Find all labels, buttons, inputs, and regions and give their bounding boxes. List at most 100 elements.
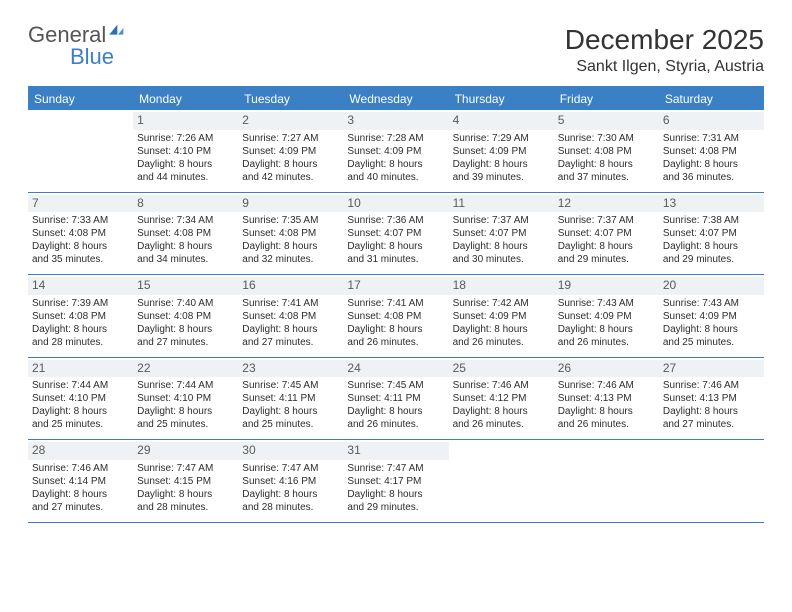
weeks-container: 1Sunrise: 7:26 AMSunset: 4:10 PMDaylight… bbox=[28, 110, 764, 523]
day-cell: 10Sunrise: 7:36 AMSunset: 4:07 PMDayligh… bbox=[343, 193, 448, 275]
day2-text: and 27 minutes. bbox=[663, 418, 760, 431]
sunrise-text: Sunrise: 7:29 AM bbox=[453, 132, 550, 145]
sunset-text: Sunset: 4:08 PM bbox=[242, 227, 339, 240]
day-number: 14 bbox=[28, 277, 133, 295]
sunset-text: Sunset: 4:08 PM bbox=[32, 227, 129, 240]
sunrise-text: Sunrise: 7:47 AM bbox=[242, 462, 339, 475]
sunset-text: Sunset: 4:09 PM bbox=[453, 310, 550, 323]
day2-text: and 26 minutes. bbox=[347, 418, 444, 431]
sunrise-text: Sunrise: 7:41 AM bbox=[347, 297, 444, 310]
day1-text: Daylight: 8 hours bbox=[242, 405, 339, 418]
day-cell: 6Sunrise: 7:31 AMSunset: 4:08 PMDaylight… bbox=[659, 110, 764, 192]
sunset-text: Sunset: 4:08 PM bbox=[558, 145, 655, 158]
sunset-text: Sunset: 4:15 PM bbox=[137, 475, 234, 488]
day2-text: and 26 minutes. bbox=[347, 336, 444, 349]
day2-text: and 30 minutes. bbox=[453, 253, 550, 266]
day2-text: and 29 minutes. bbox=[347, 501, 444, 514]
day1-text: Daylight: 8 hours bbox=[137, 405, 234, 418]
sunrise-text: Sunrise: 7:26 AM bbox=[137, 132, 234, 145]
sunset-text: Sunset: 4:11 PM bbox=[242, 392, 339, 405]
weekday-label: Thursday bbox=[449, 88, 554, 110]
day1-text: Daylight: 8 hours bbox=[558, 240, 655, 253]
day-number: 22 bbox=[133, 360, 238, 378]
week-row: 7Sunrise: 7:33 AMSunset: 4:08 PMDaylight… bbox=[28, 193, 764, 276]
day2-text: and 26 minutes. bbox=[453, 418, 550, 431]
day-number: 4 bbox=[449, 112, 554, 130]
day-cell: 16 Sunrise: 7:41 AMSunset: 4:08 PMDayligh… bbox=[238, 275, 343, 357]
sunrise-text: Sunrise: 7:37 AM bbox=[453, 214, 550, 227]
day1-text: Daylight: 8 hours bbox=[32, 240, 129, 253]
day-cell: 18Sunrise: 7:42 AMSunset: 4:09 PMDayligh… bbox=[449, 275, 554, 357]
day1-text: Daylight: 8 hours bbox=[242, 240, 339, 253]
sunset-text: Sunset: 4:08 PM bbox=[242, 310, 339, 323]
sunrise-text: Sunrise: 7:44 AM bbox=[137, 379, 234, 392]
day2-text: and 28 minutes. bbox=[32, 336, 129, 349]
day-cell: 19Sunrise: 7:43 AMSunset: 4:09 PMDayligh… bbox=[554, 275, 659, 357]
day-cell bbox=[28, 110, 133, 192]
day-cell: 8Sunrise: 7:34 AMSunset: 4:08 PMDaylight… bbox=[133, 193, 238, 275]
day-cell bbox=[449, 440, 554, 522]
sunrise-text: Sunrise: 7:39 AM bbox=[32, 297, 129, 310]
day-number: 21 bbox=[28, 360, 133, 378]
day1-text: Daylight: 8 hours bbox=[347, 405, 444, 418]
weekday-label: Tuesday bbox=[238, 88, 343, 110]
day-number: 8 bbox=[133, 195, 238, 213]
sunset-text: Sunset: 4:09 PM bbox=[347, 145, 444, 158]
day2-text: and 28 minutes. bbox=[242, 501, 339, 514]
day-number: 12 bbox=[554, 195, 659, 213]
day2-text: and 32 minutes. bbox=[242, 253, 339, 266]
day1-text: Daylight: 8 hours bbox=[32, 405, 129, 418]
day-cell: 5Sunrise: 7:30 AMSunset: 4:08 PMDaylight… bbox=[554, 110, 659, 192]
sunset-text: Sunset: 4:07 PM bbox=[347, 227, 444, 240]
day-cell: 11Sunrise: 7:37 AMSunset: 4:07 PMDayligh… bbox=[449, 193, 554, 275]
day1-text: Daylight: 8 hours bbox=[137, 323, 234, 336]
sunrise-text: Sunrise: 7:33 AM bbox=[32, 214, 129, 227]
day-cell: 9Sunrise: 7:35 AMSunset: 4:08 PMDaylight… bbox=[238, 193, 343, 275]
day-number: 23 bbox=[238, 360, 343, 378]
day-number: 16 bbox=[238, 277, 343, 295]
sunset-text: Sunset: 4:07 PM bbox=[453, 227, 550, 240]
day1-text: Daylight: 8 hours bbox=[347, 158, 444, 171]
day-cell: 3Sunrise: 7:28 AMSunset: 4:09 PMDaylight… bbox=[343, 110, 448, 192]
day-cell: 26Sunrise: 7:46 AMSunset: 4:13 PMDayligh… bbox=[554, 358, 659, 440]
sunrise-text: Sunrise: 7:43 AM bbox=[558, 297, 655, 310]
day1-text: Daylight: 8 hours bbox=[32, 488, 129, 501]
sunrise-text: Sunrise: 7:28 AM bbox=[347, 132, 444, 145]
day-number: 9 bbox=[238, 195, 343, 213]
day1-text: Daylight: 8 hours bbox=[242, 158, 339, 171]
day-cell bbox=[659, 440, 764, 522]
day1-text: Daylight: 8 hours bbox=[242, 323, 339, 336]
sunrise-text: Sunrise: 7:36 AM bbox=[347, 214, 444, 227]
sunset-text: Sunset: 4:09 PM bbox=[242, 145, 339, 158]
week-row: 1Sunrise: 7:26 AMSunset: 4:10 PMDaylight… bbox=[28, 110, 764, 193]
day2-text: and 27 minutes. bbox=[32, 501, 129, 514]
sunset-text: Sunset: 4:09 PM bbox=[663, 310, 760, 323]
day-number: 28 bbox=[28, 442, 133, 460]
month-title: December 2025 bbox=[565, 24, 764, 56]
week-row: 21Sunrise: 7:44 AMSunset: 4:10 PMDayligh… bbox=[28, 358, 764, 441]
day-number: 11 bbox=[449, 195, 554, 213]
weekday-label: Wednesday bbox=[343, 88, 448, 110]
day2-text: and 39 minutes. bbox=[453, 171, 550, 184]
day-cell: 28Sunrise: 7:46 AMSunset: 4:14 PMDayligh… bbox=[28, 440, 133, 522]
sunrise-text: Sunrise: 7:46 AM bbox=[453, 379, 550, 392]
day2-text: and 28 minutes. bbox=[137, 501, 234, 514]
day1-text: Daylight: 8 hours bbox=[558, 158, 655, 171]
day-number: 24 bbox=[343, 360, 448, 378]
sunrise-text: Sunrise: 7:27 AM bbox=[242, 132, 339, 145]
logo: GeneralBlue bbox=[28, 24, 126, 68]
sunrise-text: Sunrise: 7:42 AM bbox=[453, 297, 550, 310]
day-cell bbox=[554, 440, 659, 522]
day-number: 30 bbox=[238, 442, 343, 460]
day-cell: 12Sunrise: 7:37 AMSunset: 4:07 PMDayligh… bbox=[554, 193, 659, 275]
sunset-text: Sunset: 4:10 PM bbox=[32, 392, 129, 405]
day1-text: Daylight: 8 hours bbox=[663, 405, 760, 418]
week-row: 28Sunrise: 7:46 AMSunset: 4:14 PMDayligh… bbox=[28, 440, 764, 523]
day-number: 31 bbox=[343, 442, 448, 460]
weekday-label: Friday bbox=[554, 88, 659, 110]
day2-text: and 29 minutes. bbox=[663, 253, 760, 266]
day1-text: Daylight: 8 hours bbox=[347, 240, 444, 253]
day1-text: Daylight: 8 hours bbox=[663, 240, 760, 253]
day-cell: 22Sunrise: 7:44 AMSunset: 4:10 PMDayligh… bbox=[133, 358, 238, 440]
sunrise-text: Sunrise: 7:41 AM bbox=[242, 297, 339, 310]
